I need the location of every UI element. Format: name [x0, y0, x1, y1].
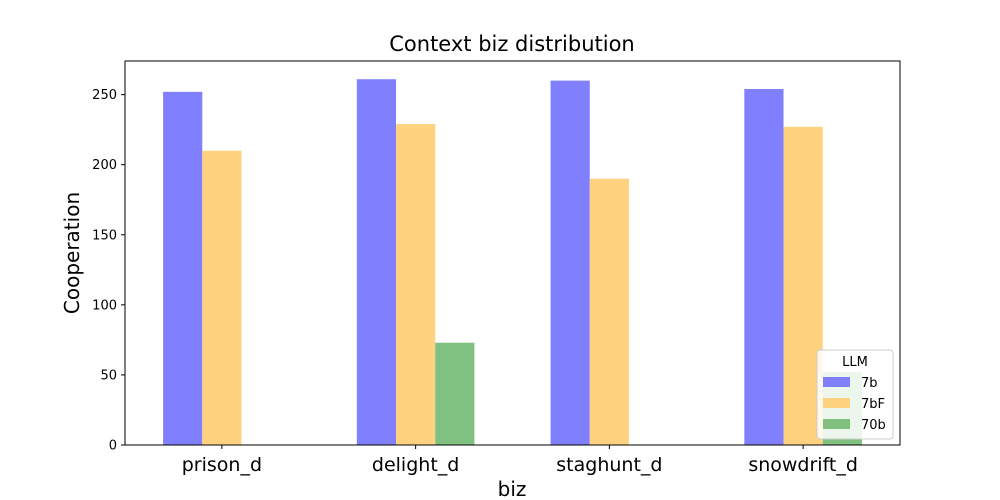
x-tick-label: prison_d: [182, 454, 262, 476]
plot-area: 0 50 100 150 200 250 prison_d delight_d staghunt…: [92, 60, 901, 476]
legend-box: [816, 349, 894, 440]
legend: LLM 7b 7bF 70b: [816, 349, 894, 440]
bar-70b-delight_d: [435, 342, 475, 445]
bar-7b-prison_d: [163, 91, 203, 445]
bar-7b-staghunt_d: [550, 80, 590, 446]
bar-7bF-delight_d: [396, 124, 436, 445]
chart-title: Context biz distribution: [389, 32, 634, 56]
legend-swatch-7b: [823, 377, 850, 387]
legend-swatch-7bF: [823, 398, 850, 408]
x-tick-label: snowdrift_d: [748, 454, 858, 476]
legend-title: LLM: [842, 355, 868, 370]
y-tick-label: 0: [109, 439, 117, 454]
y-tick-label: 50: [100, 368, 117, 383]
bar-7b-snowdrift_d: [744, 89, 784, 445]
x-axis-label: biz: [498, 477, 527, 500]
legend-label-7bF: 7bF: [861, 397, 885, 412]
legend-label-70b: 70b: [861, 418, 886, 433]
x-tick-label: staghunt_d: [556, 454, 662, 476]
y-tick-label: 250: [92, 88, 117, 103]
bar-7bF-staghunt_d: [589, 178, 629, 445]
bar-7bF-prison_d: [202, 150, 242, 445]
x-tick-label: delight_d: [372, 454, 459, 476]
y-axis-label: Cooperation: [60, 192, 84, 314]
y-tick-label: 100: [92, 298, 117, 313]
bar-7b-delight_d: [356, 79, 397, 445]
plot-frame: [124, 60, 901, 446]
y-tick-label: 200: [92, 158, 117, 173]
legend-swatch-70b: [823, 419, 850, 429]
legend-label-7b: 7b: [861, 376, 878, 391]
bar-7bF-snowdrift_d: [783, 126, 823, 446]
y-tick-label: 150: [92, 228, 117, 243]
